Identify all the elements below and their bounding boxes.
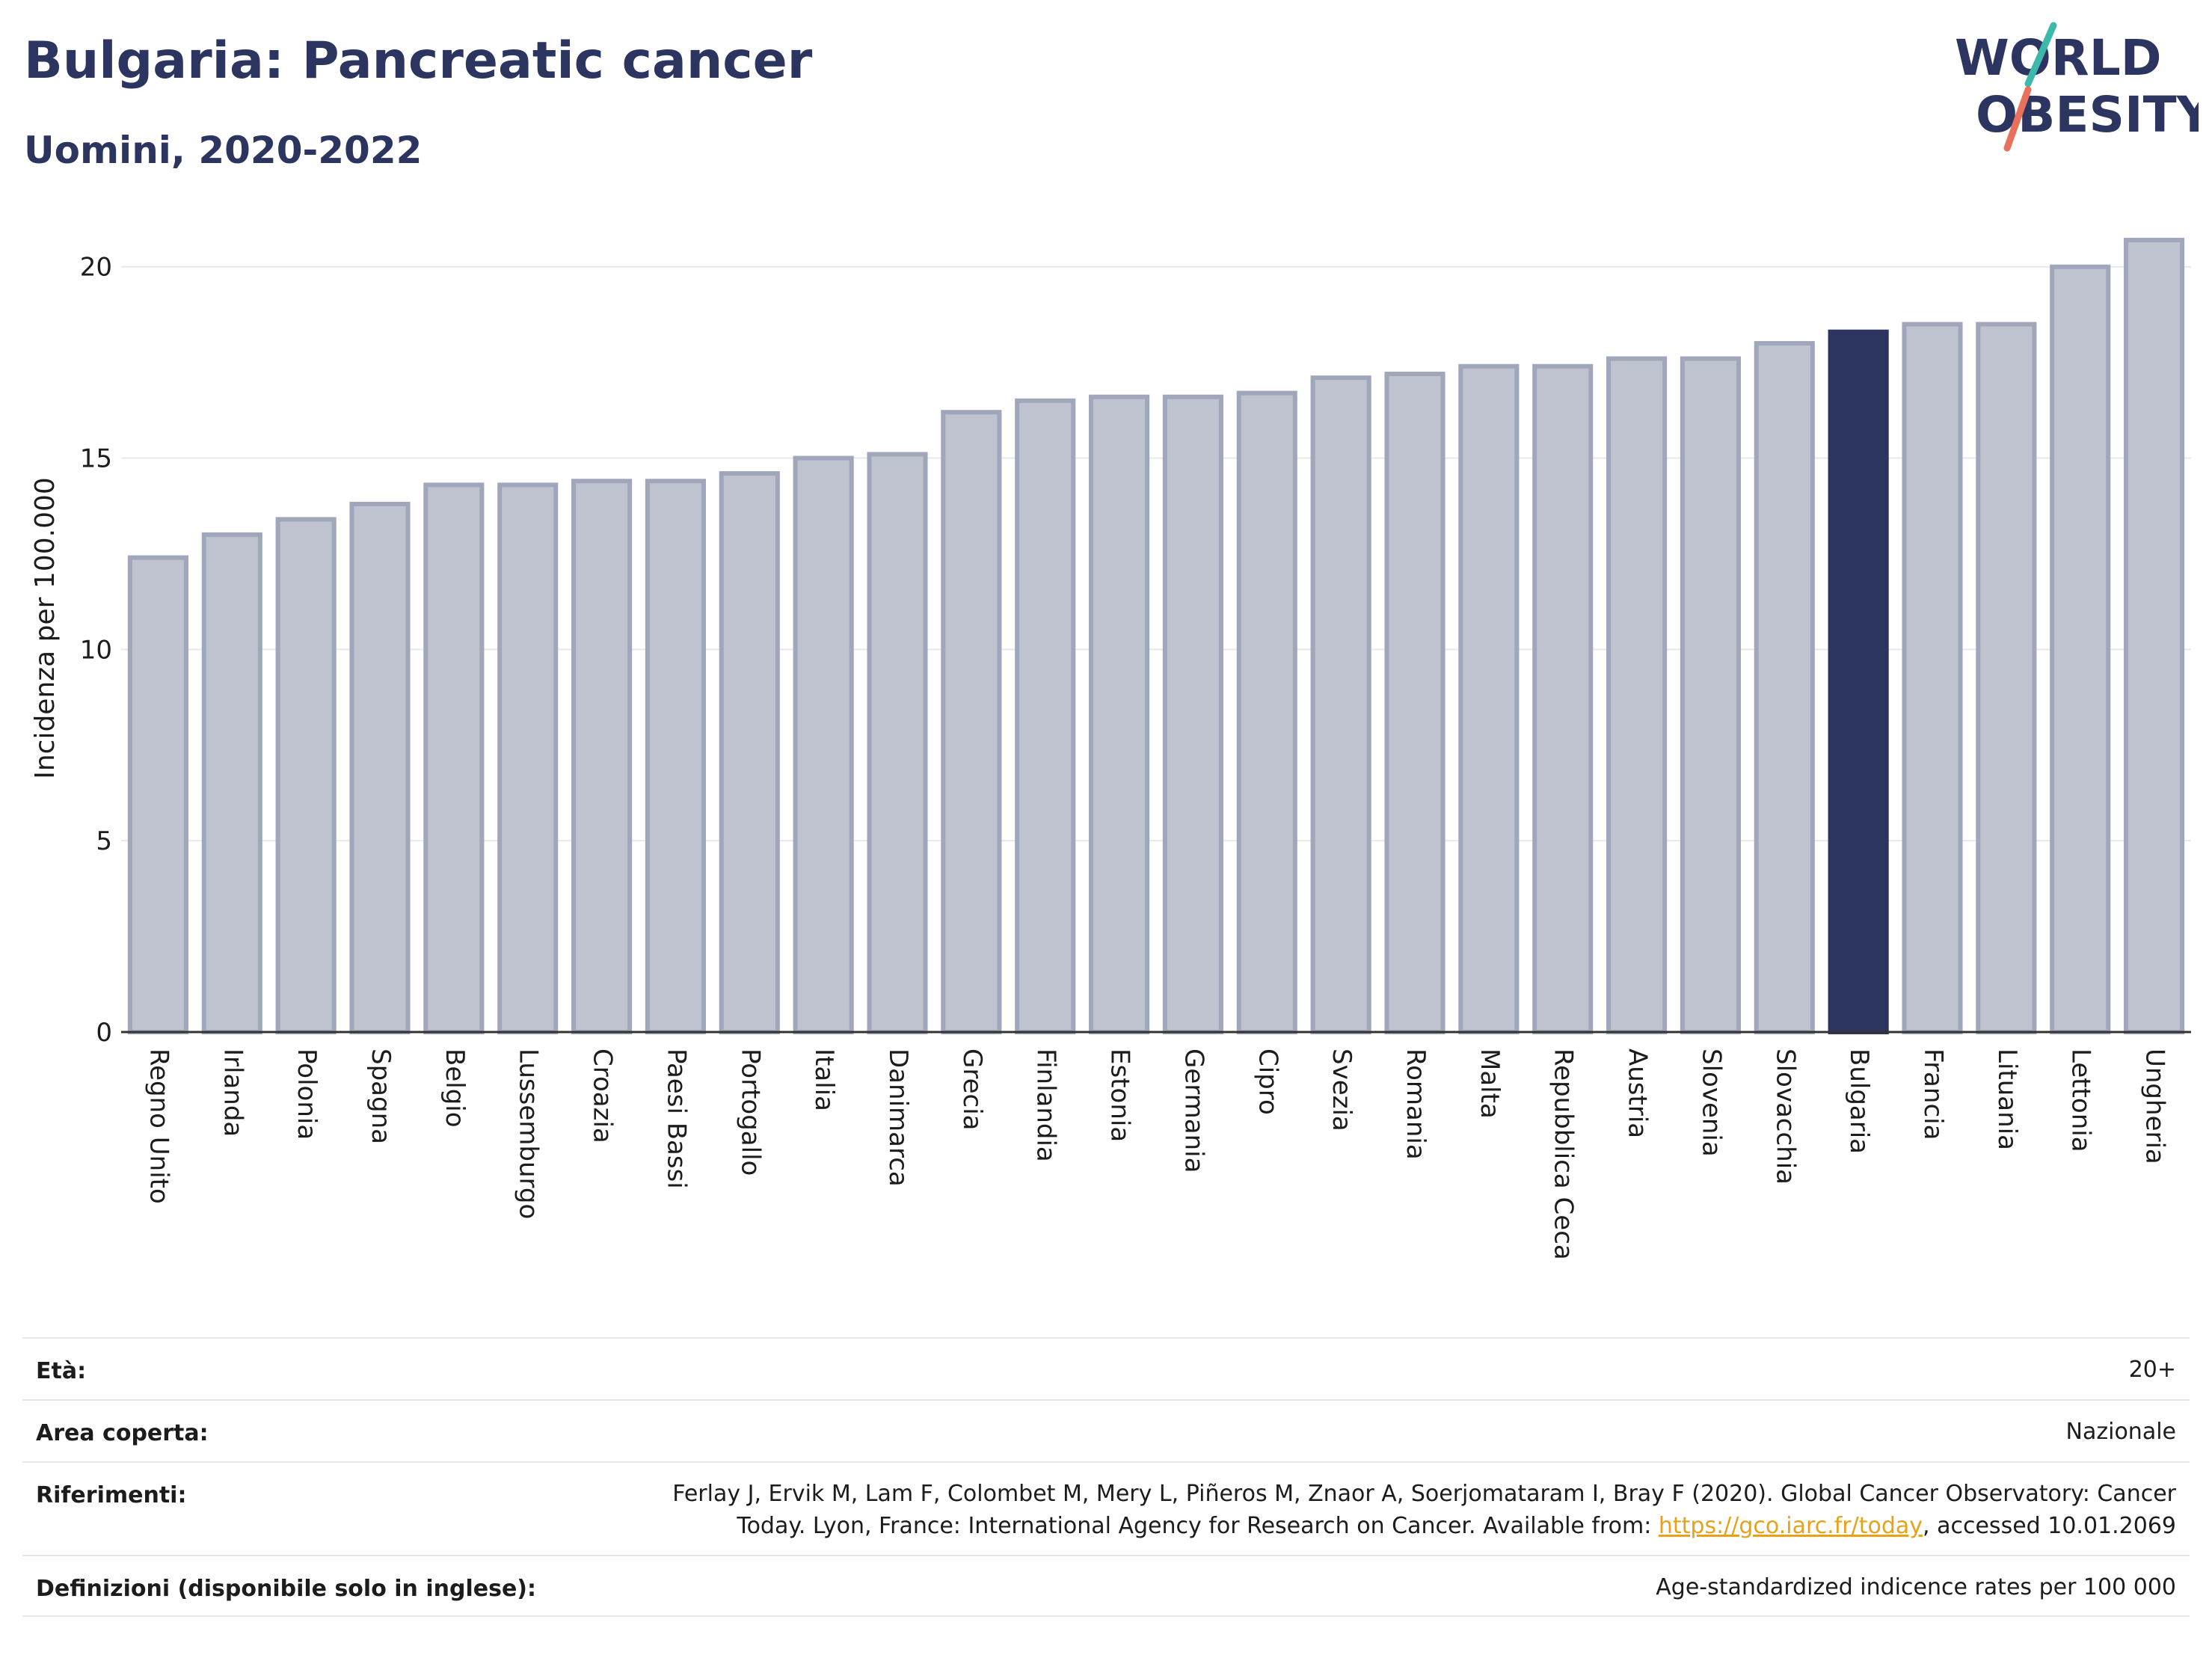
- bar-portogallo: [719, 471, 780, 1034]
- x-tick-label: Ungheria: [2140, 1048, 2170, 1164]
- bar-irlanda: [201, 532, 262, 1034]
- references-link[interactable]: https://gco.iarc.fr/today: [1658, 1513, 1923, 1539]
- x-tick-label: Bulgaria: [1844, 1048, 1874, 1154]
- bar-polonia: [275, 517, 337, 1034]
- x-tick-label: Portogallo: [735, 1048, 765, 1176]
- bar-germania: [1162, 394, 1223, 1034]
- bar-francia: [1902, 322, 1963, 1035]
- bar-belgio: [423, 482, 485, 1034]
- x-tick-labels: Regno Unito Irlanda Polonia Spagna Belgio Lus…: [144, 1048, 2169, 1260]
- bar-malta: [1458, 363, 1520, 1034]
- definitions-label: Definizioni (disponibile solo in inglese…: [36, 1576, 536, 1602]
- y-tick-label: 0: [96, 1018, 112, 1048]
- logo-text-world: WORLD: [1955, 29, 2162, 87]
- x-tick-label: Slovacchia: [1770, 1048, 1800, 1185]
- bar-danimarca: [867, 452, 928, 1034]
- bar-lettonia: [2050, 264, 2111, 1034]
- x-tick-label: Regno Unito: [144, 1048, 173, 1204]
- chart-info-table: Età: 20+ Area coperta: Nazionale Riferim…: [22, 1337, 2190, 1617]
- page-subtitle: Uomini, 2020-2022: [24, 129, 423, 172]
- bar-slovacchia: [1754, 341, 1815, 1034]
- x-tick-label: Cipro: [1253, 1048, 1282, 1115]
- x-tick-label: Repubblica Ceca: [1549, 1048, 1579, 1260]
- bar-spagna: [349, 501, 411, 1034]
- bar-estonia: [1089, 394, 1150, 1034]
- bar-repubblica-ceca: [1532, 363, 1594, 1034]
- x-tick-label: Spagna: [366, 1048, 396, 1144]
- age-value: 20+: [2128, 1357, 2176, 1383]
- bars: [127, 237, 2185, 1035]
- age-label: Età:: [36, 1358, 87, 1384]
- x-tick-label: Malta: [1475, 1048, 1505, 1119]
- bar-paesi-bassi: [645, 479, 706, 1034]
- x-tick-label: Polonia: [292, 1048, 322, 1140]
- bar-bulgaria: [1828, 329, 1889, 1034]
- x-tick-label: Danimarca: [883, 1048, 913, 1187]
- x-tick-label: Grecia: [957, 1048, 987, 1130]
- bar-grecia: [941, 410, 1002, 1034]
- area-value: Nazionale: [2065, 1419, 2176, 1445]
- area-label: Area coperta:: [36, 1420, 209, 1446]
- y-tick-label: 15: [80, 444, 112, 474]
- y-tick-label: 20: [80, 253, 112, 283]
- x-tick-label: Irlanda: [218, 1048, 248, 1137]
- bar-cipro: [1236, 390, 1297, 1034]
- world-obesity-logo: WORLD OBESITY: [1955, 22, 2199, 152]
- bar-ungheria: [2124, 237, 2185, 1035]
- info-row-age: Età: 20+: [22, 1337, 2190, 1399]
- definitions-value: Age-standardized indicence rates per 100…: [1656, 1574, 2176, 1600]
- x-tick-label: Lituania: [1992, 1048, 2022, 1150]
- y-tick-labels: 0 5 10 15 20: [80, 253, 112, 1048]
- x-tick-label: Paesi Bassi: [661, 1048, 691, 1189]
- bar-svezia: [1310, 375, 1371, 1034]
- x-tick-label: Francia: [1918, 1048, 1948, 1140]
- bar-austria: [1606, 356, 1668, 1034]
- y-tick-label: 5: [96, 826, 112, 856]
- logo-slash-coral: [2003, 86, 2032, 152]
- references-line-2-pre: Today. Lyon, France: International Agenc…: [737, 1513, 1659, 1539]
- x-tick-label: Finlandia: [1031, 1048, 1061, 1162]
- references-label: Riferimenti:: [36, 1482, 187, 1508]
- x-tick-label: Austria: [1623, 1048, 1653, 1138]
- x-tick-label: Svezia: [1327, 1048, 1357, 1132]
- x-tick-label: Germania: [1179, 1048, 1208, 1173]
- x-tick-label: Croazia: [588, 1048, 618, 1143]
- x-tick-label: Belgio: [440, 1048, 470, 1128]
- info-row-references: Riferimenti: Ferlay J, Ervik M, Lam F, C…: [22, 1461, 2190, 1555]
- logo-slash-teal: [2024, 22, 2057, 87]
- bar-slovenia: [1680, 356, 1741, 1034]
- x-tick-label: Estonia: [1105, 1048, 1135, 1142]
- x-tick-label: Lussemburgo: [514, 1048, 544, 1219]
- info-row-area: Area coperta: Nazionale: [22, 1399, 2190, 1461]
- page-title: Bulgaria: Pancreatic cancer: [24, 31, 813, 90]
- bar-chart: 0 5 10 15 20 Regno Unito Irlanda Polonia Spagna…: [30, 237, 2191, 1260]
- references-line-1: Ferlay J, Ervik M, Lam F, Colombet M, Me…: [672, 1481, 2176, 1507]
- bar-finlandia: [1015, 398, 1076, 1034]
- info-row-definitions: Definizioni (disponibile solo in inglese…: [22, 1555, 2190, 1617]
- x-tick-label: Lettonia: [2066, 1048, 2096, 1152]
- bar-romania: [1384, 372, 1446, 1034]
- bar-lussemburgo: [497, 482, 559, 1034]
- references-value: Ferlay J, Ervik M, Lam F, Colombet M, Me…: [672, 1478, 2176, 1542]
- x-tick-label: Italia: [809, 1048, 839, 1111]
- bar-regno-unito: [127, 555, 188, 1034]
- bar-lituania: [1976, 322, 2037, 1035]
- bar-italia: [793, 455, 854, 1034]
- bar-croazia: [571, 479, 633, 1034]
- y-axis-label: Incidenza per 100.000: [30, 477, 61, 779]
- references-line-2-post: , accessed 10.01.2069: [1923, 1513, 2176, 1539]
- x-tick-label: Romania: [1401, 1048, 1431, 1160]
- y-tick-label: 10: [80, 635, 112, 665]
- x-tick-label: Slovenia: [1696, 1048, 1726, 1157]
